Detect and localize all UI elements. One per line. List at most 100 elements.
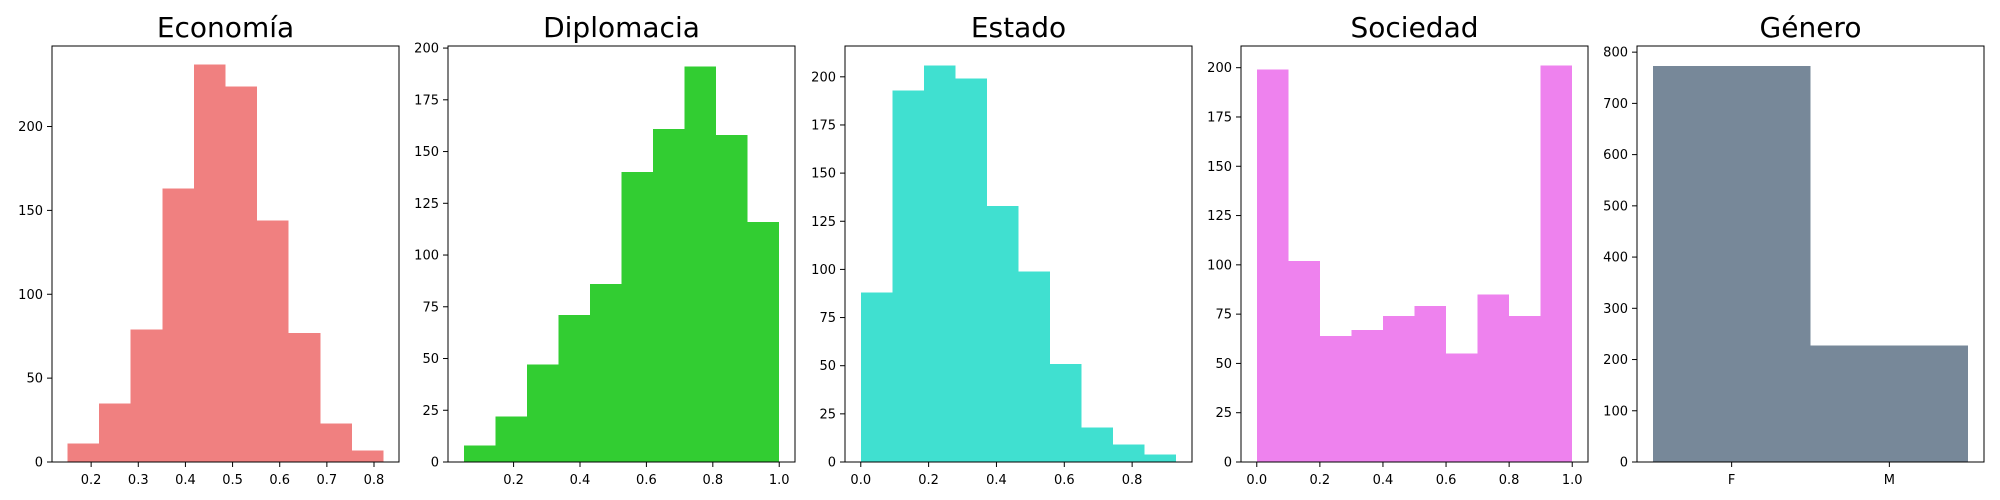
- y-tick-label: 200: [1603, 353, 1628, 368]
- x-tick-label: 0.6: [1054, 473, 1075, 488]
- y-tick-label: 125: [811, 215, 836, 230]
- bar: [986, 205, 1019, 462]
- x-tick-label: 0.8: [702, 473, 723, 488]
- y-tick-label: 200: [414, 42, 439, 57]
- y-tick-label: 500: [1603, 199, 1628, 214]
- x-tick-label: 0.4: [570, 473, 591, 488]
- bar: [589, 284, 622, 462]
- y-tick-label: 25: [819, 407, 836, 422]
- bar: [130, 329, 163, 462]
- bar: [1540, 65, 1573, 462]
- y-tick-label: 125: [414, 197, 439, 212]
- y-tick-label: 100: [1603, 404, 1628, 419]
- subplot-title: Economía: [157, 11, 294, 44]
- y-tick-label: 175: [414, 93, 439, 108]
- axes-frame: [1240, 45, 1589, 463]
- y-tick-label: 200: [1207, 61, 1232, 76]
- bar: [193, 64, 226, 463]
- y-tick-label: 175: [1207, 110, 1232, 125]
- y-tick-label: 75: [422, 300, 439, 315]
- y-tick-label: 0: [431, 456, 439, 471]
- x-tick-label: 0.8: [1499, 473, 1520, 488]
- bar: [1050, 363, 1082, 462]
- bar: [1414, 306, 1447, 462]
- x-tick-label: 0.0: [850, 473, 871, 488]
- bar: [716, 134, 748, 462]
- y-tick-label: 25: [1215, 406, 1232, 421]
- x-tick-label: 0.5: [222, 473, 243, 488]
- bar: [225, 86, 258, 463]
- bar: [1319, 335, 1352, 462]
- y-tick-label: 50: [819, 359, 836, 374]
- bar: [1081, 427, 1114, 462]
- x-tick-label: 0.2: [918, 473, 939, 488]
- y-tick-label: 25: [422, 404, 439, 419]
- bar: [320, 423, 352, 462]
- subplot-2: 0.2 0.4 0.6 0.8 1.0 0 25 50 75 100 125 150 175 200 Dip…: [414, 11, 796, 488]
- y-tick-label: 50: [26, 372, 43, 387]
- bar: [747, 221, 780, 462]
- y-tick-label: 100: [811, 263, 836, 278]
- y-tick-label: 50: [422, 352, 439, 367]
- x-tick-label: M: [1884, 473, 1895, 488]
- bar: [1509, 316, 1541, 462]
- x-tick-label: 0.2: [1310, 473, 1331, 488]
- x-tick-label: 0.6: [636, 473, 657, 488]
- axes-frame: [1636, 45, 1985, 463]
- subplot-title: Sociedad: [1350, 11, 1478, 44]
- bar: [1652, 65, 1811, 463]
- bar: [1288, 260, 1320, 462]
- bar: [1018, 271, 1051, 462]
- subplot-title: Diplomacia: [543, 11, 700, 44]
- bar: [1144, 454, 1177, 462]
- y-tick-label: 100: [414, 249, 439, 264]
- bar: [526, 364, 559, 462]
- x-tick-label: 0.6: [269, 473, 290, 488]
- y-tick-label: 0: [1620, 456, 1628, 471]
- bar: [684, 66, 717, 462]
- bar: [621, 172, 654, 462]
- bar: [1256, 69, 1289, 463]
- y-tick-label: 600: [1603, 148, 1628, 163]
- y-tick-label: 150: [811, 167, 836, 182]
- bar: [162, 188, 194, 463]
- bar: [1351, 329, 1383, 462]
- bar: [1113, 444, 1145, 462]
- x-tick-label: 0.0: [1246, 473, 1267, 488]
- bar: [99, 403, 131, 462]
- subplot-5: F M 0 100 200 300 400 500 600 700 800 Género: [1603, 11, 1985, 488]
- y-tick-label: 0: [1224, 456, 1232, 471]
- x-tick-label: 0.4: [986, 473, 1007, 488]
- y-tick-label: 800: [1603, 46, 1628, 61]
- y-tick-label: 150: [1207, 160, 1232, 175]
- x-tick-label: 0.4: [1373, 473, 1394, 488]
- x-tick-label: F: [1728, 473, 1735, 488]
- bar: [463, 445, 496, 462]
- bar: [257, 220, 289, 462]
- subplot-3: 0.0 0.2 0.4 0.6 0.8 0 25 50 75 100 125 150 175 200 Est…: [811, 11, 1193, 488]
- x-tick-label: 0.2: [81, 473, 102, 488]
- y-tick-label: 0: [35, 456, 43, 471]
- y-tick-label: 200: [18, 120, 43, 135]
- x-tick-label: 0.3: [128, 473, 149, 488]
- bar: [1810, 345, 1969, 462]
- y-tick-label: 150: [18, 204, 43, 219]
- subplot-4: 0.0 0.2 0.4 0.6 0.8 1.0 0 25 50 75 100 125 150 175 200…: [1207, 11, 1589, 488]
- axes-frame: [844, 45, 1193, 463]
- x-tick-label: 1.0: [1562, 473, 1583, 488]
- y-tick-label: 100: [1207, 258, 1232, 273]
- y-tick-label: 0: [828, 456, 836, 471]
- bar: [860, 292, 893, 462]
- y-tick-label: 75: [819, 311, 836, 326]
- x-tick-label: 0.8: [364, 473, 385, 488]
- y-tick-label: 125: [1207, 209, 1232, 224]
- x-tick-label: 0.6: [1436, 473, 1457, 488]
- bar: [955, 78, 987, 463]
- y-tick-label: 400: [1603, 251, 1628, 266]
- x-tick-label: 1.0: [769, 473, 790, 488]
- bar: [1382, 316, 1415, 462]
- y-tick-label: 50: [1215, 357, 1232, 372]
- bar: [288, 332, 321, 462]
- bar: [1446, 353, 1478, 462]
- bar: [351, 450, 384, 462]
